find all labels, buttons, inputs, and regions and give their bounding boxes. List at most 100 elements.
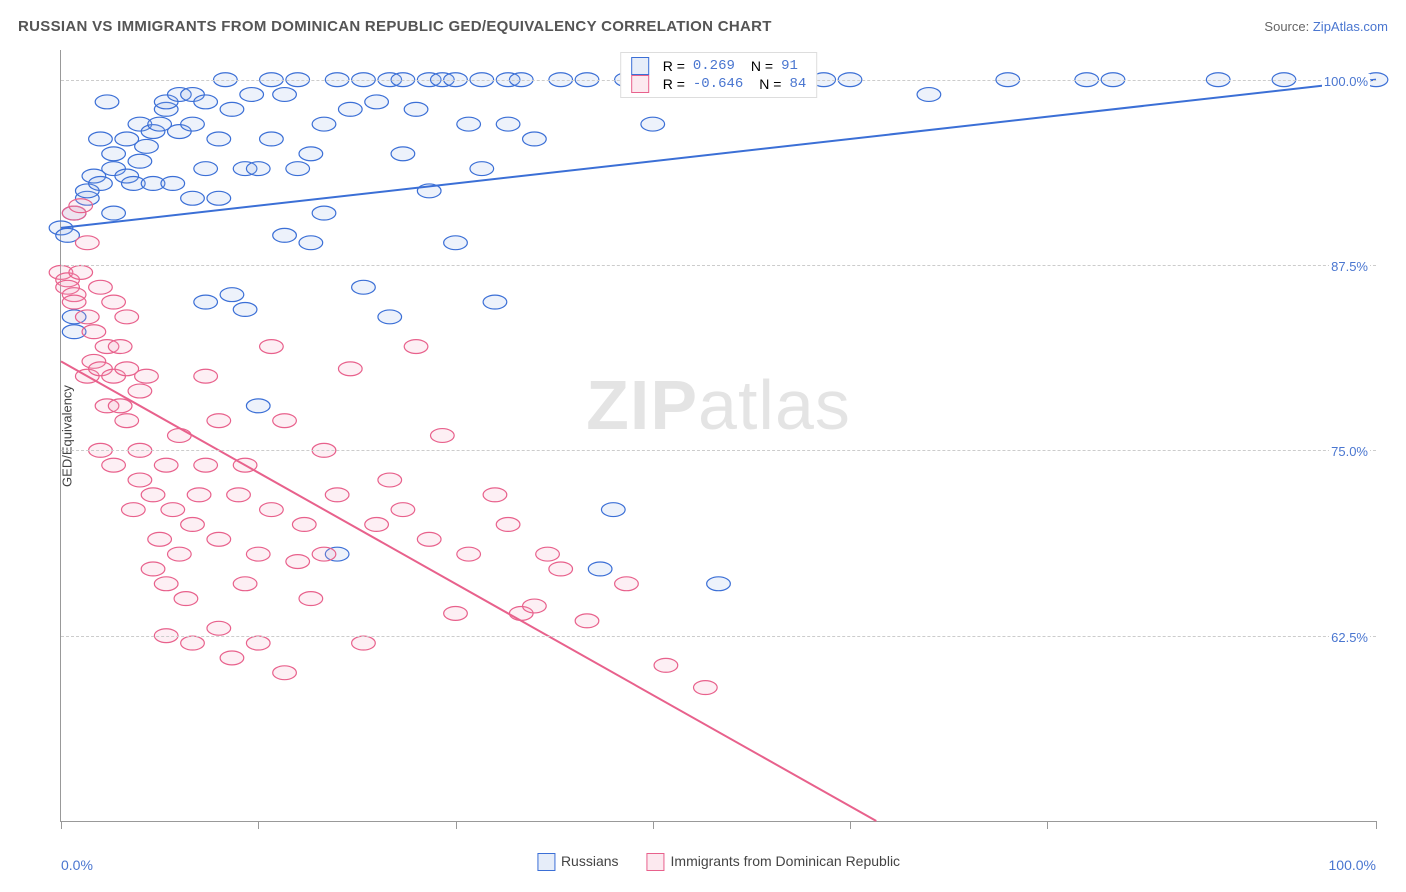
scatter-point <box>115 310 139 324</box>
scatter-point <box>69 265 93 279</box>
scatter-point <box>273 414 297 428</box>
scatter-point <box>299 592 323 606</box>
scatter-point <box>102 458 126 472</box>
scatter-point <box>181 117 205 131</box>
scatter-point <box>273 228 297 242</box>
scatter-point <box>273 88 297 102</box>
scatter-point <box>286 162 310 176</box>
scatter-point <box>207 191 231 205</box>
scatter-point <box>338 362 362 376</box>
source-link[interactable]: ZipAtlas.com <box>1313 19 1388 34</box>
scatter-point <box>365 95 389 109</box>
scatter-point <box>641 117 665 131</box>
scatter-point <box>457 547 481 561</box>
regression-line <box>61 80 1376 228</box>
scatter-point <box>444 606 468 620</box>
scatter-point <box>154 458 178 472</box>
scatter-point <box>707 577 731 591</box>
scatter-point <box>694 681 718 695</box>
x-tick <box>850 821 851 829</box>
legend-item: Russians <box>537 853 619 871</box>
gridline <box>61 636 1376 637</box>
scatter-point <box>496 518 520 532</box>
scatter-point <box>299 147 323 161</box>
scatter-point <box>194 95 218 109</box>
series-legend: Russians Immigrants from Dominican Republ… <box>537 853 900 871</box>
scatter-point <box>194 295 218 309</box>
scatter-point <box>207 414 231 428</box>
scatter-point <box>108 399 132 413</box>
scatter-point <box>102 206 126 220</box>
regression-line <box>61 361 876 821</box>
scatter-point <box>141 562 165 576</box>
scatter-point <box>246 399 270 413</box>
legend-row: R = 0.269N = 91 <box>631 57 807 75</box>
scatter-point <box>207 621 231 635</box>
scatter-point <box>128 154 152 168</box>
scatter-point <box>75 310 99 324</box>
scatter-point <box>523 132 547 146</box>
scatter-point <box>312 547 336 561</box>
scatter-point <box>299 236 323 250</box>
scatter-point <box>75 236 99 250</box>
scatter-point <box>260 503 284 517</box>
scatter-point <box>246 162 270 176</box>
scatter-point <box>588 562 612 576</box>
scatter-point <box>181 518 205 532</box>
scatter-point <box>365 518 389 532</box>
x-tick <box>653 821 654 829</box>
x-tick <box>258 821 259 829</box>
scatter-point <box>174 592 198 606</box>
scatter-point <box>549 562 573 576</box>
scatter-point <box>141 488 165 502</box>
scatter-point <box>102 295 126 309</box>
scatter-point <box>391 147 415 161</box>
x-axis-max-label: 100.0% <box>1329 857 1376 873</box>
legend-item: Immigrants from Dominican Republic <box>647 853 901 871</box>
scatter-point <box>128 473 152 487</box>
scatter-point <box>207 532 231 546</box>
scatter-point <box>470 162 494 176</box>
scatter-point <box>233 303 257 317</box>
scatter-point <box>417 532 441 546</box>
source-attribution: Source: ZipAtlas.com <box>1264 19 1388 34</box>
scatter-point <box>168 429 192 443</box>
scatter-point <box>62 295 86 309</box>
scatter-point <box>352 280 376 294</box>
scatter-point <box>457 117 481 131</box>
scatter-point <box>483 295 507 309</box>
scatter-point <box>404 102 428 116</box>
plot-area: GED/Equivalency ZIPatlas R = 0.269N = 91… <box>60 50 1376 822</box>
scatter-point <box>260 132 284 146</box>
scatter-point <box>378 473 402 487</box>
scatter-point <box>292 518 316 532</box>
x-tick <box>1047 821 1048 829</box>
scatter-point <box>89 280 113 294</box>
scatter-point <box>135 369 159 383</box>
scatter-point <box>220 102 244 116</box>
scatter-point <box>312 206 336 220</box>
scatter-point <box>260 340 284 354</box>
gridline <box>61 450 1376 451</box>
scatter-point <box>233 577 257 591</box>
scatter-point <box>496 117 520 131</box>
scatter-point <box>917 88 941 102</box>
scatter-point <box>246 547 270 561</box>
scatter-point <box>161 177 185 191</box>
scatter-point <box>69 199 93 213</box>
correlation-legend: R = 0.269N = 91R = -0.646N = 84 <box>620 52 818 98</box>
scatter-point <box>220 651 244 665</box>
scatter-point <box>168 547 192 561</box>
x-tick <box>1376 821 1377 829</box>
scatter-point <box>181 636 205 650</box>
scatter-point <box>102 147 126 161</box>
chart-title: RUSSIAN VS IMMIGRANTS FROM DOMINICAN REP… <box>18 18 772 35</box>
scatter-point <box>220 288 244 302</box>
scatter-point <box>431 429 455 443</box>
scatter-point <box>121 503 145 517</box>
scatter-point <box>404 340 428 354</box>
scatter-point <box>523 599 547 613</box>
scatter-point <box>378 310 402 324</box>
chart-svg <box>61 50 1376 821</box>
scatter-point <box>108 340 132 354</box>
